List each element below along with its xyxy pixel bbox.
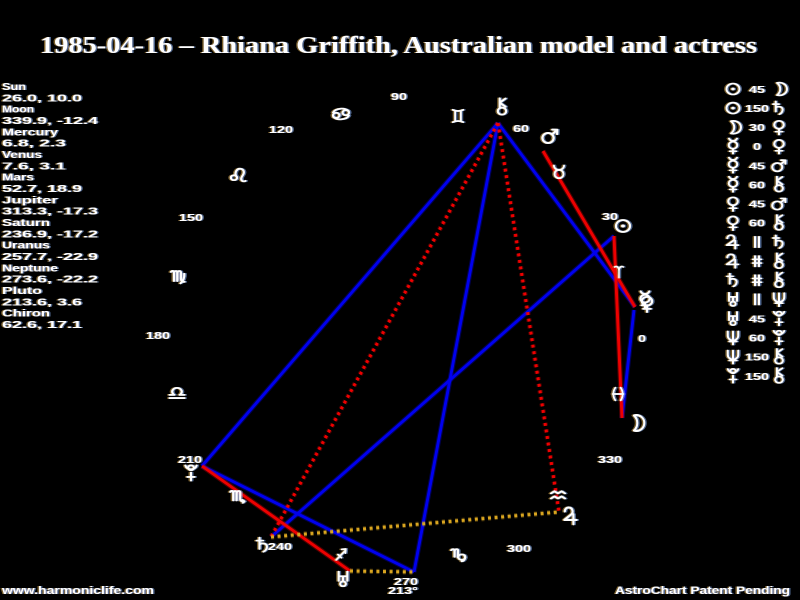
svg-text:180: 180 [146, 330, 170, 341]
svg-text:45: 45 [749, 84, 765, 95]
svg-text:Saturn: Saturn [2, 217, 50, 228]
svg-text:120: 120 [269, 124, 293, 135]
svg-text:Sun: Sun [2, 81, 26, 92]
svg-text:60: 60 [749, 180, 765, 191]
svg-text:www.harmoniclife.com: www.harmoniclife.com [1, 584, 154, 596]
svg-text:Mercury: Mercury [2, 126, 58, 137]
svg-text:26.0, 10.0: 26.0, 10.0 [2, 92, 82, 103]
svg-text:Chiron: Chiron [2, 308, 50, 319]
svg-text:313.3, -17.3: 313.3, -17.3 [2, 206, 98, 217]
svg-text:45: 45 [749, 314, 765, 325]
svg-text:213.6, 3.6: 213.6, 3.6 [2, 296, 82, 307]
svg-text:210: 210 [178, 454, 202, 465]
svg-text:52.7, 18.9: 52.7, 18.9 [2, 183, 82, 194]
svg-text:273.6, -22.2: 273.6, -22.2 [2, 274, 98, 285]
svg-text:45: 45 [749, 199, 765, 210]
svg-text:257.7, -22.9: 257.7, -22.9 [2, 251, 98, 262]
svg-text:Moon: Moon [2, 104, 34, 115]
svg-text:Mars: Mars [2, 172, 34, 183]
svg-text:150: 150 [745, 371, 769, 382]
svg-text:1985-04-16 – Rhiana Griffith,: 1985-04-16 – Rhiana Griffith, Australian… [40, 33, 757, 59]
svg-text:Neptune: Neptune [2, 262, 58, 273]
svg-text:0: 0 [638, 333, 646, 344]
svg-text:330: 330 [598, 454, 622, 465]
svg-text:7.6, 3.1: 7.6, 3.1 [2, 160, 66, 171]
svg-text:150: 150 [745, 103, 769, 114]
svg-text:0: 0 [753, 141, 761, 152]
svg-text:339.9, -12.4: 339.9, -12.4 [2, 115, 98, 126]
svg-text:45: 45 [749, 160, 765, 171]
svg-text:Pluto: Pluto [2, 285, 43, 296]
svg-text:60: 60 [513, 123, 529, 134]
svg-text:270: 270 [394, 576, 418, 587]
svg-text:300: 300 [507, 543, 531, 554]
svg-text:60: 60 [749, 333, 765, 344]
svg-text:30: 30 [749, 122, 765, 133]
svg-text:Uranus: Uranus [2, 240, 50, 251]
svg-text:150: 150 [745, 352, 769, 363]
svg-text:236.9, -17.2: 236.9, -17.2 [2, 228, 98, 239]
svg-text:60: 60 [749, 218, 765, 229]
svg-text:90: 90 [391, 91, 407, 102]
svg-text:6.8, 2.3: 6.8, 2.3 [2, 138, 66, 149]
svg-text:30: 30 [602, 211, 618, 222]
svg-text:Jupiter: Jupiter [2, 194, 58, 205]
svg-text:240: 240 [268, 541, 292, 552]
svg-text:213°: 213° [388, 585, 418, 596]
svg-text:62.6, 17.1: 62.6, 17.1 [2, 319, 82, 330]
svg-text:AstroChart Patent Pending: AstroChart Patent Pending [615, 584, 790, 596]
svg-text:150: 150 [179, 212, 203, 223]
svg-text:Venus: Venus [2, 149, 42, 160]
